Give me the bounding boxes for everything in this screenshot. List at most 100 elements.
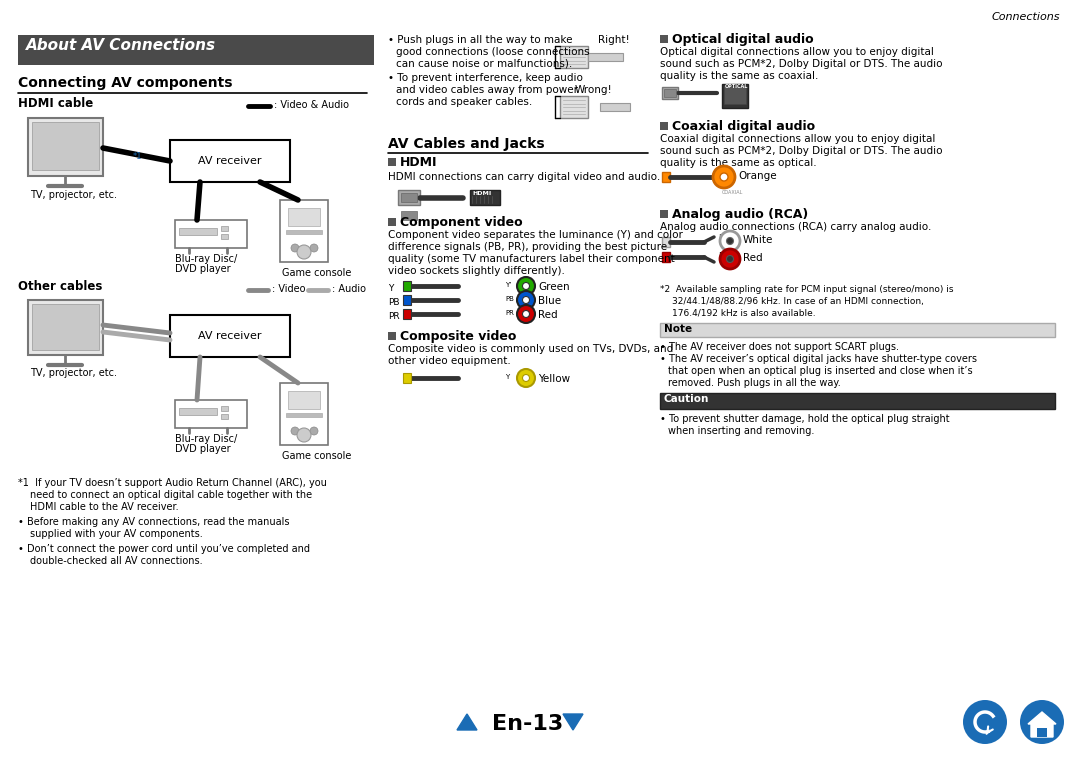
Text: : Video: : Video	[272, 284, 306, 294]
Text: PR: PR	[505, 310, 514, 316]
Circle shape	[291, 244, 299, 252]
Polygon shape	[1028, 712, 1056, 737]
Bar	[388, 332, 396, 340]
Text: sound such as PCM*2, Dolby Digital or DTS. The audio: sound such as PCM*2, Dolby Digital or DT…	[660, 146, 943, 156]
Bar	[399, 190, 420, 205]
Bar	[724, 86, 746, 104]
Circle shape	[517, 291, 535, 309]
Text: DVD player: DVD player	[175, 444, 231, 454]
Circle shape	[727, 238, 733, 244]
Text: Component video separates the luminance (Y) and color: Component video separates the luminance …	[388, 230, 683, 240]
Circle shape	[720, 249, 740, 269]
Bar	[403, 309, 411, 319]
Circle shape	[713, 166, 735, 188]
Bar	[660, 323, 1055, 337]
Polygon shape	[563, 714, 583, 730]
Text: difference signals (PB, PR), providing the best picture: difference signals (PB, PR), providing t…	[388, 242, 667, 252]
Bar	[288, 208, 320, 226]
Text: can cause noise or malfunctions).: can cause noise or malfunctions).	[396, 59, 572, 69]
Text: : Video & Audio: : Video & Audio	[274, 100, 349, 110]
Text: when inserting and removing.: when inserting and removing.	[669, 426, 814, 436]
Text: OPTICAL: OPTICAL	[725, 84, 748, 89]
Bar	[600, 103, 630, 111]
Bar	[175, 400, 247, 428]
Text: Analog audio (RCA): Analog audio (RCA)	[672, 208, 808, 221]
Text: Green: Green	[538, 282, 569, 292]
Text: TV, projector, etc.: TV, projector, etc.	[30, 190, 117, 200]
Circle shape	[523, 310, 529, 318]
Circle shape	[523, 283, 529, 290]
Bar	[561, 46, 588, 68]
Text: HDMI: HDMI	[472, 191, 491, 196]
Bar	[403, 295, 411, 305]
Bar	[588, 53, 623, 61]
Text: Optical digital audio: Optical digital audio	[672, 33, 813, 46]
Bar	[221, 406, 228, 411]
Text: Y’: Y’	[505, 282, 511, 288]
Text: Red: Red	[743, 253, 762, 263]
Text: Composite video is commonly used on TVs, DVDs, and: Composite video is commonly used on TVs,…	[388, 344, 673, 354]
Text: Y: Y	[505, 374, 510, 380]
Polygon shape	[457, 714, 477, 730]
Text: and video cables away from power: and video cables away from power	[396, 85, 578, 95]
Bar	[18, 35, 374, 65]
Bar	[221, 414, 228, 419]
Bar	[662, 87, 678, 99]
Text: supplied with your AV components.: supplied with your AV components.	[30, 529, 203, 539]
Bar	[388, 218, 396, 226]
Text: L: L	[718, 234, 723, 243]
Text: Y: Y	[388, 284, 393, 293]
Text: About AV Connections: About AV Connections	[26, 38, 216, 53]
Bar	[401, 211, 417, 220]
Bar	[28, 118, 103, 176]
Text: quality is the same as optical.: quality is the same as optical.	[660, 158, 816, 168]
Text: Connecting AV components: Connecting AV components	[18, 76, 232, 90]
Text: • The AV receiver does not support SCART plugs.: • The AV receiver does not support SCART…	[660, 342, 899, 352]
Text: Blu-ray Disc/: Blu-ray Disc/	[175, 434, 238, 444]
Bar	[723, 84, 748, 108]
Text: sound such as PCM*2, Dolby Digital or DTS. The audio: sound such as PCM*2, Dolby Digital or DT…	[660, 59, 943, 69]
Text: Wrong!: Wrong!	[575, 85, 612, 95]
Text: • Don’t connect the power cord until you’ve completed and: • Don’t connect the power cord until you…	[18, 544, 310, 554]
Bar	[170, 140, 291, 182]
Bar	[664, 89, 676, 97]
Bar	[1037, 728, 1047, 737]
Bar	[403, 281, 411, 291]
Text: *1  If your TV doesn’t support Audio Return Channel (ARC), you: *1 If your TV doesn’t support Audio Retu…	[18, 478, 327, 488]
Text: Game console: Game console	[282, 451, 351, 461]
Text: Component video: Component video	[400, 216, 523, 229]
Bar	[179, 228, 217, 235]
Bar	[179, 408, 217, 415]
Circle shape	[297, 428, 311, 442]
Circle shape	[523, 374, 529, 381]
Text: Note: Note	[664, 324, 692, 334]
Circle shape	[1020, 700, 1064, 744]
Bar	[561, 96, 588, 118]
Bar	[470, 190, 500, 205]
Text: DVD player: DVD player	[175, 264, 231, 274]
Text: En-13: En-13	[492, 714, 564, 734]
Circle shape	[720, 231, 740, 251]
Text: *1: *1	[133, 152, 143, 161]
Text: PB: PB	[388, 298, 400, 307]
Text: 176.4/192 kHz is also available.: 176.4/192 kHz is also available.	[672, 309, 815, 318]
Bar	[221, 226, 228, 231]
Text: quality is the same as coaxial.: quality is the same as coaxial.	[660, 71, 819, 81]
Circle shape	[310, 427, 318, 435]
Bar	[286, 413, 322, 417]
Text: that open when an optical plug is inserted and close when it’s: that open when an optical plug is insert…	[669, 366, 973, 376]
Text: Blue: Blue	[538, 296, 562, 306]
Text: 32/44.1/48/88.2/96 kHz. In case of an HDMI connection,: 32/44.1/48/88.2/96 kHz. In case of an HD…	[672, 297, 923, 306]
Text: Optical digital connections allow you to enjoy digital: Optical digital connections allow you to…	[660, 47, 934, 57]
Text: Yellow: Yellow	[538, 374, 570, 384]
Bar	[660, 122, 669, 130]
Text: AV Cables and Jacks: AV Cables and Jacks	[388, 137, 544, 151]
Text: HDMI connections can carry digital video and audio.: HDMI connections can carry digital video…	[388, 172, 660, 182]
Text: • Before making any AV connections, read the manuals: • Before making any AV connections, read…	[18, 517, 289, 527]
Text: • To prevent shutter damage, hold the optical plug straight: • To prevent shutter damage, hold the op…	[660, 414, 949, 424]
Bar	[175, 220, 247, 248]
Bar	[288, 391, 320, 409]
Circle shape	[291, 427, 299, 435]
Text: • The AV receiver’s optical digital jacks have shutter-type covers: • The AV receiver’s optical digital jack…	[660, 354, 977, 364]
Bar	[403, 373, 411, 383]
